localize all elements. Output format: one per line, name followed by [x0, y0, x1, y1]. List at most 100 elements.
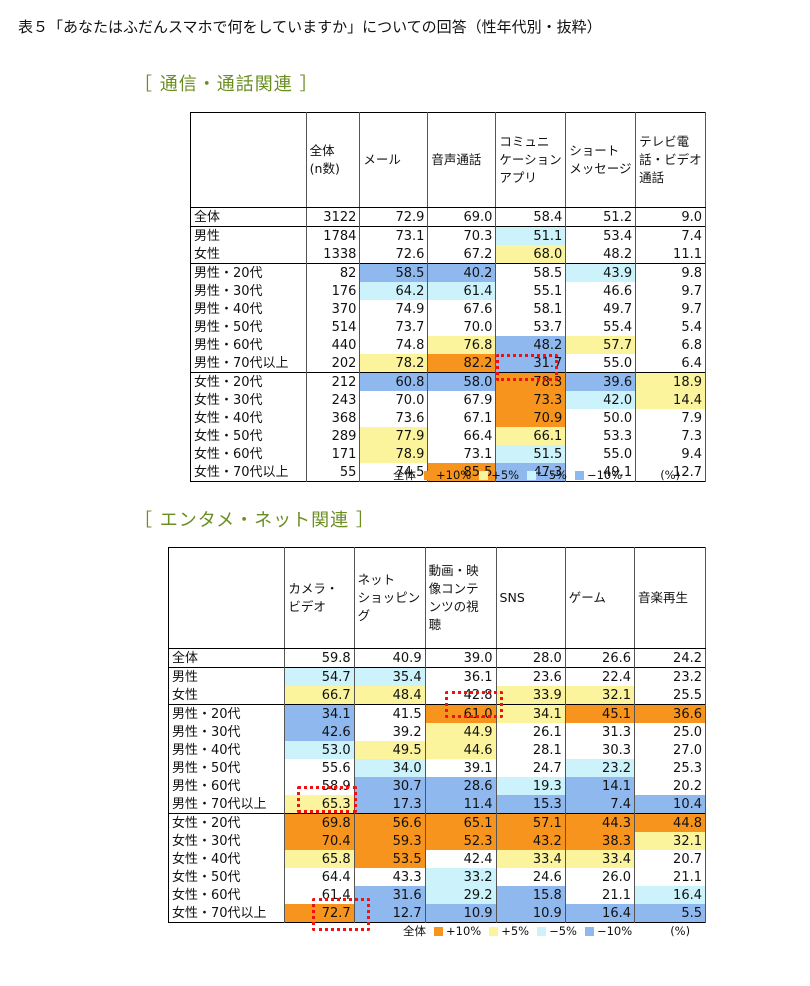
value-cell: 78.2 [359, 354, 429, 373]
legend-swatch [537, 926, 547, 936]
value-cell: 73.1 [359, 226, 429, 245]
value-cell: 7.4 [565, 795, 636, 814]
row-label: 女性・50代 [168, 868, 286, 886]
legend-label: +10% [446, 924, 482, 938]
value-cell: 18.9 [635, 372, 706, 391]
value-cell: 44.3 [565, 813, 636, 832]
row-label: 全体 [168, 648, 286, 668]
value-cell: 67.9 [427, 391, 497, 409]
value-cell: 53.7 [495, 318, 567, 336]
communication-table: 全体 (n数) メール 音声通話 コミュニ ケーション アプリ ショート メッセージ テレビ電 話・… [190, 112, 706, 482]
value-cell: 53.3 [565, 427, 637, 445]
page-title: 表５「あなたはふだんスマホで何をしていますか」についての回答（性年代別・抜粋） [18, 18, 602, 36]
value-cell: 74.5 [359, 463, 429, 482]
value-cell: 6.8 [635, 336, 706, 354]
value-cell: 34.1 [284, 704, 355, 723]
value-cell: 23.2 [634, 667, 706, 686]
value-cell: 9.8 [635, 263, 706, 282]
value-cell: 24.7 [496, 759, 566, 777]
value-cell: 59.3 [354, 832, 426, 850]
legend-swatch [527, 470, 537, 480]
value-cell: 67.2 [427, 245, 497, 264]
value-cell: 31.6 [354, 886, 426, 904]
value-cell: 56.6 [354, 813, 426, 832]
value-cell: 16.4 [634, 886, 706, 904]
column-header: SNS [496, 547, 566, 649]
row-label: 女性・20代 [190, 372, 307, 391]
column-header: ネット ショッピング [354, 547, 426, 649]
value-cell: 42.0 [565, 391, 637, 409]
value-cell: 66.4 [427, 427, 497, 445]
value-cell: 33.9 [496, 686, 566, 705]
value-cell: 73.3 [495, 391, 567, 409]
n-count-cell: 368 [306, 409, 361, 427]
table-row: 男性 54.7 35.4 36.1 23.6 22.4 23.2 [168, 667, 706, 686]
value-cell: 59.8 [284, 648, 355, 668]
legend-swatch [479, 470, 489, 480]
value-cell: 36.1 [425, 667, 497, 686]
value-cell: 58.0 [427, 372, 497, 391]
value-cell: 44.8 [634, 813, 706, 832]
table-row: 全体 3122 72.9 69.0 58.4 51.2 9.0 [190, 207, 706, 227]
legend-swatch [424, 470, 433, 480]
value-cell: 44.9 [425, 723, 497, 741]
value-cell: 45.1 [565, 704, 636, 723]
value-cell: 31.3 [565, 723, 636, 741]
table-row: 女性・70代以上 72.7 12.7 10.9 10.9 16.4 5.5 [168, 904, 706, 923]
value-cell: 38.3 [565, 832, 636, 850]
value-cell: 85.5 [427, 463, 497, 482]
value-cell: 65.3 [284, 795, 355, 814]
value-cell: 70.9 [495, 409, 567, 427]
table-row: 女性 1338 72.6 67.2 68.0 48.2 11.1 [190, 245, 706, 264]
value-cell: 70.0 [427, 318, 497, 336]
n-count-cell: 82 [306, 263, 361, 282]
highlight-marker [445, 691, 503, 718]
value-cell: 50.0 [565, 409, 637, 427]
n-count-cell: 1784 [306, 226, 361, 245]
legend-prefix: 全体 [393, 468, 416, 482]
n-count-cell: 370 [306, 300, 361, 318]
value-cell: 58.5 [359, 263, 429, 282]
legend-label: −5% [539, 468, 567, 482]
value-cell: 33.4 [496, 850, 566, 868]
value-cell: 22.4 [565, 667, 636, 686]
section-title-communication: ［ 通信・通話関連 ］ [134, 74, 319, 95]
value-cell: 55.0 [565, 445, 637, 463]
value-cell: 70.4 [284, 832, 355, 850]
value-cell: 70.3 [427, 226, 497, 245]
entertainment-table: カメラ・ ビデオ ネット ショッピング動画・映 像コンテ ンツの視聴 SNS ゲーム 音楽再生全… [168, 547, 706, 923]
value-cell: 58.1 [495, 300, 567, 318]
column-header: カメラ・ ビデオ [284, 547, 355, 649]
value-cell: 40.9 [354, 648, 426, 668]
value-cell: 42.6 [284, 723, 355, 741]
value-cell: 52.3 [425, 832, 497, 850]
value-cell: 9.7 [635, 300, 706, 318]
value-cell: 53.0 [284, 741, 355, 759]
value-cell: 26.1 [496, 723, 566, 741]
value-cell: 58.4 [495, 207, 567, 227]
table-row: 女性・40代 65.8 53.5 42.4 33.4 33.4 20.7 [168, 850, 706, 868]
value-cell: 21.1 [634, 868, 706, 886]
value-cell: 16.4 [565, 904, 636, 923]
highlight-marker [297, 786, 357, 813]
table-row: 女性・70代以上 55 74.5 85.5 47.3 49.1 12.7 [190, 463, 706, 482]
column-header: コミュニ ケーション アプリ [495, 112, 567, 208]
table-row: 男性・70代以上 202 78.2 82.2 31.7 55.0 6.4 [190, 354, 706, 373]
legend-label: +10% [436, 468, 472, 482]
row-label: 男性・40代 [168, 741, 286, 759]
column-header: ショート メッセージ [565, 112, 637, 208]
n-count-cell: 55 [306, 463, 361, 482]
value-cell: 15.3 [496, 795, 566, 814]
row-label: 男性・30代 [190, 282, 307, 300]
n-count-cell: 212 [306, 372, 361, 391]
column-header [168, 547, 286, 649]
value-cell: 5.4 [635, 318, 706, 336]
legend-swatch [574, 470, 584, 480]
highlight-marker [312, 898, 370, 931]
row-label: 男性・20代 [168, 704, 286, 723]
row-label: 女性・60代 [168, 886, 286, 904]
table-row: 男性 1784 73.1 70.3 51.1 53.4 7.4 [190, 226, 706, 245]
table-row: 男性・50代 55.6 34.0 39.1 24.7 23.2 25.3 [168, 759, 706, 777]
value-cell: 65.1 [425, 813, 497, 832]
n-count-cell: 3122 [306, 207, 361, 227]
